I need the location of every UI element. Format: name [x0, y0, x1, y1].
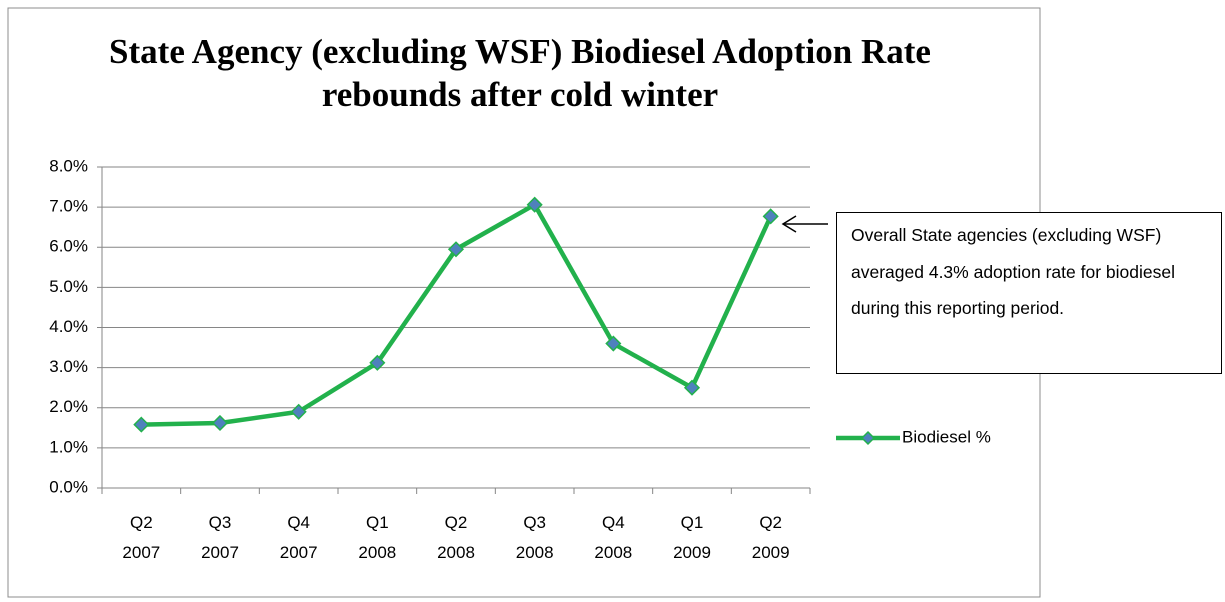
- chart-title: State Agency (excluding WSF) Biodiesel A…: [109, 32, 931, 114]
- legend-label: Biodiesel %: [902, 427, 991, 446]
- x-tick-label: Q2 2008: [437, 513, 475, 562]
- x-tick-label: Q4 2008: [594, 513, 633, 562]
- marker: [133, 416, 150, 433]
- y-tick-label: 7.0%: [49, 197, 88, 216]
- x-tick-label: Q3 2008: [515, 513, 554, 562]
- marker: [605, 335, 622, 352]
- marker: [526, 196, 543, 213]
- x-tick-label: Q2 2007: [122, 513, 161, 562]
- marker: [762, 208, 779, 225]
- marker: [211, 414, 229, 432]
- y-tick-label: 5.0%: [49, 277, 88, 296]
- marker: [683, 379, 701, 396]
- y-tick-label: 0.0%: [49, 477, 88, 496]
- y-tick-label: 8.0%: [49, 156, 88, 175]
- y-tick-label: 3.0%: [49, 357, 88, 376]
- line: [141, 202, 773, 427]
- x-tick-label: Q1 2009: [673, 513, 711, 562]
- x-tick-label: Q4 2007: [279, 513, 318, 562]
- marker: [447, 241, 465, 258]
- y-tick-label: 2.0%: [49, 397, 88, 416]
- y-tick-label: 1.0%: [49, 437, 88, 456]
- y-tick-label: 6.0%: [49, 237, 88, 256]
- marker: [290, 403, 307, 420]
- x-tick-label: Q1 2008: [358, 513, 397, 562]
- marker: [369, 354, 386, 371]
- annotation: Overall State agencies (excluding WSF) a…: [836, 212, 1222, 374]
- legend-marker: [860, 430, 876, 446]
- annotation-arrowhead: [781, 215, 797, 233]
- y-tick-label: 4.0%: [49, 317, 88, 336]
- x-tick-label: Q3 2007: [201, 513, 239, 562]
- x-tick-label: Q2 2009: [751, 513, 790, 562]
